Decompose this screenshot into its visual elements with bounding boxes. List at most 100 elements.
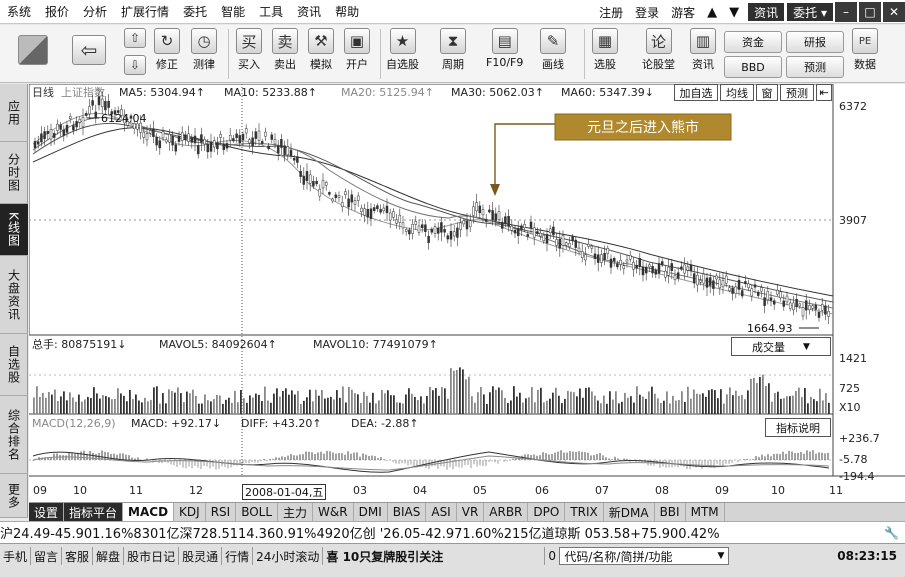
nav-kline[interactable]: K线图 (0, 204, 28, 256)
nav-watchlist[interactable]: 自选股 (0, 334, 28, 396)
status-link[interactable]: 客服 (62, 547, 94, 565)
indicator-tab[interactable]: RSI (206, 503, 237, 521)
macd-value: MACD: +92.17↓ (131, 417, 221, 430)
toolbar-btn-correct[interactable]: ↻ 修正 (154, 28, 180, 72)
nav-apps[interactable]: 应用 (0, 84, 28, 142)
toolbar-btn-news[interactable]: ▥ 资讯 (690, 28, 716, 72)
indicator-tab[interactable]: DMI (354, 503, 388, 521)
indicator-tab[interactable]: DPO (528, 503, 566, 521)
up-arrow-icon[interactable]: ⇧ (124, 28, 146, 50)
nav-ranking[interactable]: 综合排名 (0, 396, 28, 474)
indicator-tab[interactable]: 指标平台 (64, 503, 124, 521)
bbd-button[interactable]: BBD (724, 56, 782, 78)
menu-item[interactable]: 智能 (221, 5, 246, 19)
back-arrow-icon[interactable]: ⇦ (72, 35, 106, 67)
layout-icon[interactable] (18, 35, 48, 67)
close-icon[interactable]: ✕ (883, 2, 905, 22)
candle-body (404, 229, 408, 232)
indicator-tab[interactable]: 主力 (278, 503, 314, 521)
indicator-tab[interactable]: MACD (123, 503, 175, 521)
menu-item[interactable]: 系统 (7, 5, 32, 19)
login-link[interactable]: 登录 (635, 5, 660, 20)
toolbar-btn-watchlist[interactable]: ★ 自选股 (386, 28, 419, 72)
add-watchlist-button[interactable]: 加自选 (674, 84, 718, 101)
toolbar-btn-buy[interactable]: 买买入 (236, 28, 262, 72)
toolbar-btn-forum[interactable]: 论论股堂 (642, 28, 675, 72)
kline-chart-panel[interactable]: 日线 上证指数 MA5: 5304.94↑ MA10: 5233.88↑ MA2… (28, 83, 905, 502)
toolbar-btn-data[interactable]: PE 数据 (852, 28, 878, 72)
forecast-chart-button[interactable]: 预测 (780, 84, 814, 101)
status-link[interactable]: 24小时滚动 (253, 547, 324, 565)
ma-button[interactable]: 均线 (720, 84, 754, 101)
menu-item[interactable]: 工具 (259, 5, 284, 19)
menu-item[interactable]: 资讯 (297, 5, 322, 19)
toolbar-btn-stockpick[interactable]: ▦ 选股 (592, 28, 618, 72)
volume-bar (585, 387, 587, 414)
toolbar-btn-measure[interactable]: ◷ 测律 (191, 28, 217, 72)
status-link[interactable]: 手机 (0, 547, 32, 565)
menu-item[interactable]: 委托 (183, 5, 208, 19)
status-link[interactable]: 股市日记 (124, 547, 180, 565)
indicator-tab[interactable]: BIAS (388, 503, 427, 521)
collapse-icon[interactable]: ⇤ (816, 84, 832, 101)
wrench-icon[interactable]: 🔧 (884, 525, 899, 540)
menu-item[interactable]: 分析 (83, 5, 108, 19)
alert-bell-icon[interactable]: ▲ (707, 4, 718, 20)
volume-bar (717, 398, 719, 414)
candle-body (484, 218, 488, 222)
funds-button[interactable]: 资金 (724, 31, 782, 53)
stock-search-input[interactable]: 代码/名称/简拼/功能 ▼ (559, 547, 730, 565)
nav-market-news[interactable]: 大盘资讯 (0, 256, 28, 334)
register-link[interactable]: 注册 (599, 5, 624, 20)
indicator-tab[interactable]: VR (457, 503, 485, 521)
toolbar-btn-simulate[interactable]: ⚒ 模拟 (308, 28, 334, 72)
status-link[interactable]: 股灵通 (179, 547, 223, 565)
research-button[interactable]: 研报 (786, 31, 844, 53)
volume-bar (276, 388, 278, 414)
candle-body (596, 254, 600, 263)
tshirt-icon[interactable]: ▼ (729, 4, 740, 20)
indicator-tab[interactable]: TRIX (565, 503, 604, 521)
toolbar-btn-sell[interactable]: 卖卖出 (272, 28, 298, 72)
menu-item[interactable]: 扩展行情 (121, 5, 170, 19)
status-link[interactable]: 解盘 (93, 547, 125, 565)
candle-body (59, 124, 62, 130)
news-button[interactable]: 资讯 (748, 3, 785, 21)
status-link[interactable]: 行情 (222, 547, 254, 565)
window-button[interactable]: 窗 (756, 84, 778, 101)
forecast-button[interactable]: 预测 (786, 56, 844, 78)
minimize-icon[interactable]: – (835, 2, 857, 22)
candle-body (40, 133, 43, 143)
indicator-tab[interactable]: 新DMA (604, 503, 655, 521)
toolbar-btn-open-account[interactable]: ▣ 开户 (344, 28, 370, 72)
down-arrow-icon[interactable]: ⇩ (124, 55, 146, 77)
indicator-tab[interactable]: KDJ (174, 503, 206, 521)
volume-bar (681, 391, 683, 414)
status-message[interactable]: 喜 10只复牌股引关注 (323, 547, 546, 565)
nav-timeshare[interactable]: 分时图 (0, 142, 28, 204)
menu-item[interactable]: 报价 (45, 5, 70, 19)
x-axis-tick: 04 (413, 484, 427, 497)
maximize-icon[interactable]: □ (859, 2, 881, 22)
status-link[interactable]: 留言 (31, 547, 63, 565)
indicator-tab[interactable]: BBI (655, 503, 686, 521)
toolbar-btn-drawline[interactable]: ✎ 画线 (540, 28, 566, 72)
indicator-tab[interactable]: ASI (426, 503, 457, 521)
nav-more[interactable]: 更多 (0, 474, 28, 518)
menu-item[interactable]: 帮助 (335, 5, 360, 19)
indicator-tab[interactable]: W&R (313, 503, 354, 521)
volume-bar (759, 376, 761, 414)
volume-indicator-dropdown[interactable]: 成交量 ▼ (731, 337, 831, 356)
indicator-tab[interactable]: 设置 (29, 503, 65, 521)
volume-bar (366, 395, 368, 414)
indicator-help-button[interactable]: 指标说明 (765, 418, 831, 437)
trade-dropdown[interactable]: 委托 ▾ (787, 3, 833, 21)
candle-body (811, 305, 814, 309)
indicator-tab[interactable]: ARBR (484, 503, 529, 521)
indicator-tab[interactable]: BOLL (236, 503, 279, 521)
toolbar-btn-period[interactable]: ⧗ 周期 (440, 28, 466, 72)
toolbar-btn-f10[interactable]: ▤ F10/F9 (486, 28, 523, 69)
indicator-tab[interactable]: MTM (686, 503, 725, 521)
volume-bar (108, 397, 110, 414)
candle-body (548, 228, 552, 233)
